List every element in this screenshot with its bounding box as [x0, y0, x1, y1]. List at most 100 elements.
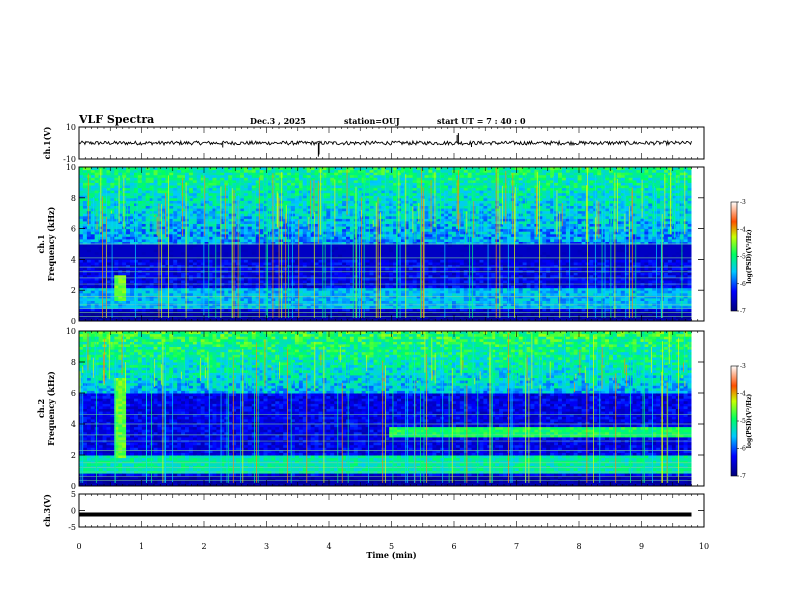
- ch1-spectrogram-cell: [287, 210, 292, 214]
- ch1-spectrogram-cell: [126, 169, 131, 173]
- ch1-spectrogram-cell: [259, 277, 264, 281]
- ch1-spectrogram-cell: [181, 220, 186, 224]
- ch1-spectrogram-cell: [357, 267, 363, 271]
- ch1-spectrogram-cell: [365, 285, 370, 289]
- ch1-spectrogram-cell: [377, 318, 382, 322]
- ch1-spectrogram-cell: [86, 264, 92, 268]
- ch1-spectrogram-cell: [118, 179, 123, 183]
- ch1-spectrogram-cell: [298, 315, 304, 319]
- ch1-spectrogram-cell: [310, 167, 316, 171]
- ch1-spectrogram-cell: [157, 300, 162, 304]
- ch1-spectrogram-cell: [346, 190, 351, 194]
- ch1-spectrogram-cell: [334, 262, 339, 266]
- ch1-spectrogram-cell: [212, 297, 217, 301]
- ch1-spectrogram-cell: [134, 179, 139, 183]
- ch1-spectrogram-cell: [263, 295, 268, 299]
- ch1-spectrogram-cell: [149, 318, 155, 322]
- ch1-spectrogram-cell: [141, 177, 147, 181]
- ch1-spectrogram-cell: [200, 208, 206, 212]
- ch1-spectrogram-cell: [310, 179, 316, 183]
- ch1-spectrogram-cell: [90, 272, 96, 276]
- ch1-spectrogram-cell: [212, 300, 217, 304]
- ch1-spectrogram-cell: [302, 297, 308, 301]
- ch1-spectrogram-cell: [334, 318, 339, 322]
- ch1-spectrogram-cell: [349, 292, 355, 296]
- ch1-spectrogram-cell: [251, 246, 257, 250]
- ch1-spectrogram-cell: [294, 290, 300, 294]
- ch1-spectrogram-cell: [82, 246, 88, 250]
- ch1-spectrogram-cell: [275, 251, 280, 255]
- ch1-spectrogram-cell: [102, 246, 107, 250]
- ch1-spectrogram-cell: [149, 285, 155, 289]
- ch1-spectrogram-cell: [122, 290, 127, 294]
- ch1-spectrogram-cell: [381, 200, 386, 204]
- ch1-spectrogram-cell: [377, 249, 382, 253]
- ch1-spectrogram-cell: [134, 308, 139, 312]
- ch1-spectrogram-cell: [173, 274, 178, 278]
- ch1-spectrogram-cell: [263, 259, 268, 263]
- ch1-spectrogram-cell: [165, 251, 170, 255]
- ch1-spectrogram-cell: [192, 231, 198, 235]
- ch1-spectrogram-cell: [306, 254, 312, 258]
- ch1-spectrogram-cell: [220, 269, 225, 273]
- ch1-spectrogram-cell: [298, 218, 304, 222]
- ch1-spectrogram-cell: [330, 241, 335, 245]
- ch1-spectrogram-cell: [82, 272, 88, 276]
- ch1-spectrogram-cell: [228, 264, 233, 268]
- ch1-spectrogram-cell: [157, 238, 162, 242]
- ch1-spectrogram-cell: [181, 208, 186, 212]
- ch1-spectrogram-cell: [173, 205, 178, 209]
- ch1-spectrogram-cell: [263, 272, 268, 276]
- ch1-spectrogram-cell: [247, 241, 253, 245]
- ch1-spectrogram-cell: [181, 274, 186, 278]
- ch1-spectrogram-cell: [240, 167, 245, 171]
- ch1-spectrogram-cell: [212, 267, 217, 271]
- ch1-spectrogram-cell: [153, 231, 158, 235]
- ch1-spectrogram-cell: [377, 256, 382, 260]
- ch1-spectrogram-cell: [294, 300, 300, 304]
- ch1-spectrogram-cell: [338, 279, 343, 283]
- ch1-spectrogram-cell: [192, 259, 198, 263]
- ch1-spectrogram-cell: [110, 313, 115, 317]
- ch1-spectrogram-cell: [338, 205, 343, 209]
- ch1-spectrogram-cell: [338, 236, 343, 240]
- ch1-spectrogram-cell: [212, 197, 217, 201]
- ch1-spectrogram-cell: [90, 226, 96, 230]
- ch1-spectrogram-cell: [349, 269, 355, 273]
- ch1-spectrogram-cell: [287, 262, 292, 266]
- ch1-spectrogram-cell: [263, 200, 268, 204]
- ch1-spectrogram-cell: [200, 290, 206, 294]
- ch1-spectrogram-cell: [157, 236, 162, 240]
- ch1-spectrogram-cell: [161, 238, 166, 242]
- ch1-spectrogram-cell: [216, 215, 221, 219]
- ch1-spectrogram-cell: [141, 315, 147, 319]
- ch1-spectrogram-cell: [326, 249, 331, 253]
- ch1-spectrogram-cell: [110, 318, 115, 322]
- ch1-spectrogram-cell: [224, 238, 229, 242]
- ch1-spectrogram-cell: [302, 290, 308, 294]
- ch1-spectrogram-cell: [90, 241, 96, 245]
- ch1-spectrogram-cell: [145, 226, 151, 230]
- ch1-spectrogram-cell: [369, 315, 374, 319]
- ch1-spectrogram-cell: [291, 218, 296, 222]
- ch1-spectrogram-cell: [334, 208, 339, 212]
- ch1-spectrogram-cell: [385, 295, 390, 299]
- ch1-spectrogram-cell: [145, 277, 151, 281]
- ch1-spectrogram-cell: [153, 185, 158, 189]
- ch1-spectrogram-cell: [232, 172, 237, 176]
- ch1-spectrogram-cell: [255, 185, 261, 189]
- ch1-spectrogram-cell: [106, 182, 111, 186]
- ch1-spectrogram-cell: [212, 313, 217, 317]
- ch1-spectrogram-cell: [224, 264, 229, 268]
- ch1-spectrogram-cell: [334, 205, 339, 209]
- ch1-spectrogram-cell: [126, 264, 131, 268]
- ch1-spectrogram-cell: [161, 313, 166, 317]
- ch1-spectrogram-cell: [302, 259, 308, 263]
- ch1-spectrogram-cell: [82, 200, 88, 204]
- ch1-spectrogram-cell: [79, 262, 84, 266]
- ch1-spectrogram-cell: [255, 272, 261, 276]
- ch1-spectrogram-cell: [338, 220, 343, 224]
- ch1-spectrogram-cell: [169, 241, 174, 245]
- ch1-spectrogram-cell: [381, 251, 386, 255]
- ch1-spectrogram-cell: [145, 223, 151, 227]
